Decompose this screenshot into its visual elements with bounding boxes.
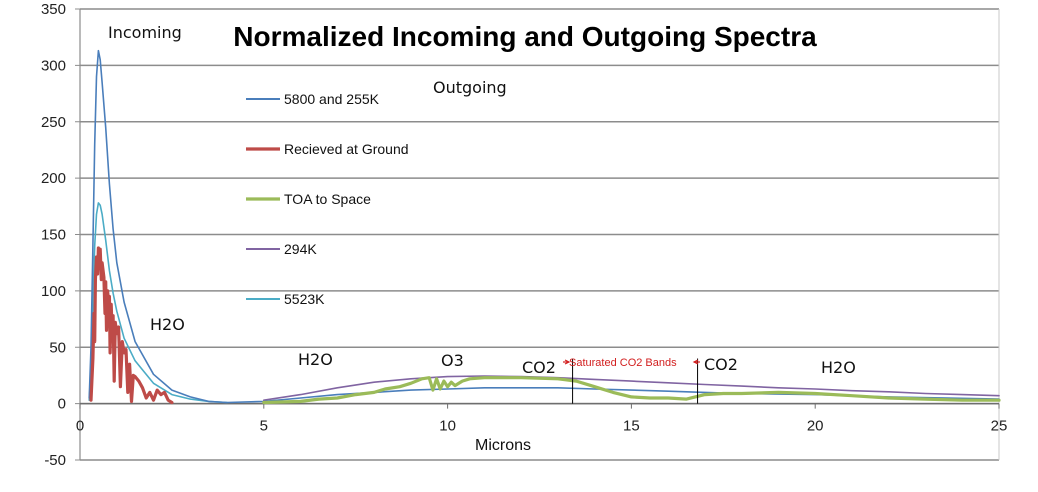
legend-label-toa-to-space: TOA to Space <box>284 191 371 207</box>
x-tick-label-5: 5 <box>260 418 268 435</box>
y-tick-label-350: 350 <box>41 1 66 18</box>
series-line-5800-and-255k <box>88 49 1000 404</box>
saturated-arrowhead-right <box>692 359 699 365</box>
saturated-arrowhead-left <box>564 359 571 365</box>
annotation-co2-left: CO2 <box>522 358 556 377</box>
series-line-toa-to-space <box>262 376 1001 405</box>
y-tick-label-250: 250 <box>41 114 66 131</box>
annotation-co2-right: CO2 <box>704 355 738 374</box>
x-axis-title: Microns <box>475 437 531 454</box>
y-tick-label-0: 0 <box>58 396 66 413</box>
x-tick-label-10: 10 <box>439 418 456 435</box>
legend-label-294k: 294K <box>284 241 317 257</box>
annotation-h2o-far-ir: H2O <box>821 358 856 377</box>
annotation-saturated-co2-bands: Saturated CO2 Bands <box>569 357 677 369</box>
x-tick-label-20: 20 <box>807 418 824 435</box>
series-layer <box>88 49 1001 405</box>
y-tick-label--50: -50 <box>44 452 66 469</box>
x-tick-label-25: 25 <box>991 418 1008 435</box>
series-line-5523k <box>88 202 228 404</box>
vertical-markers <box>572 358 699 404</box>
tick-labels: -50 0 50 100 150 200 250 300 350 0 5 10 15 20 25 <box>41 1 1007 469</box>
x-tick-label-15: 15 <box>623 418 640 435</box>
y-tick-label-100: 100 <box>41 283 66 300</box>
x-tick-label-0: 0 <box>76 418 84 435</box>
y-tick-label-300: 300 <box>41 57 66 74</box>
annotation-o3: O3 <box>441 351 464 370</box>
series-line-294k <box>263 375 1000 401</box>
legend-label-5800-255k: 5800 and 255K <box>284 91 380 107</box>
legend: 5800 and 255K Recieved at Ground TOA to … <box>246 91 409 307</box>
legend-label-received-at-ground: Recieved at Ground <box>284 141 409 157</box>
y-tick-label-200: 200 <box>41 170 66 187</box>
annotation-h2o-6um: H2O <box>298 350 333 369</box>
annotation-incoming: Incoming <box>108 23 182 42</box>
y-tick-label-150: 150 <box>41 227 66 244</box>
series-line-recieved-at-ground <box>89 246 174 405</box>
annotation-h2o-near-ir: H2O <box>150 315 185 334</box>
chart-title: Normalized Incoming and Outgoing Spectra <box>233 21 817 52</box>
y-tick-label-50: 50 <box>49 339 66 356</box>
annotation-outgoing: Outgoing <box>433 78 507 97</box>
legend-label-5523k: 5523K <box>284 291 325 307</box>
